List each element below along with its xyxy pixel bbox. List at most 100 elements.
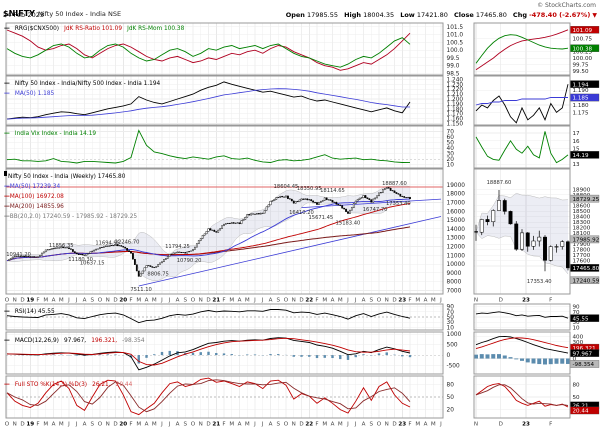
svg-text:12000: 12000 <box>447 244 466 250</box>
svg-text:D: D <box>206 422 210 428</box>
svg-text:F: F <box>36 422 39 428</box>
svg-text:1.200: 1.200 <box>447 97 464 103</box>
svg-text:M: M <box>136 422 141 428</box>
low-value: 17421.80 <box>416 11 448 19</box>
svg-text:A: A <box>83 422 87 428</box>
svg-text:60: 60 <box>447 135 455 141</box>
svg-text:18100: 18100 <box>573 231 591 237</box>
svg-text:16747.70: 16747.70 <box>363 207 388 213</box>
svg-text:9000: 9000 <box>447 271 462 277</box>
svg-text:N: N <box>292 422 296 428</box>
svg-text:18350.95: 18350.95 <box>297 186 322 192</box>
svg-text:A: A <box>331 422 335 428</box>
svg-text:500: 500 <box>447 343 458 349</box>
svg-text:J: J <box>253 422 256 428</box>
svg-text:17353.40: 17353.40 <box>527 279 552 285</box>
svg-text:D: D <box>299 422 303 428</box>
svg-text:O: O <box>284 298 289 304</box>
svg-text:M: M <box>338 298 343 304</box>
svg-text:10: 10 <box>447 325 455 331</box>
svg-text:S: S <box>369 298 373 304</box>
svg-text:1.180: 1.180 <box>447 107 464 113</box>
svg-text:7000: 7000 <box>447 288 462 294</box>
svg-text:100.0: 100.0 <box>447 48 464 54</box>
svg-text:N: N <box>13 422 17 428</box>
svg-text:19: 19 <box>26 298 34 304</box>
svg-text:J: J <box>75 422 78 428</box>
svg-text:100.38: 100.38 <box>573 46 593 52</box>
svg-text:A: A <box>362 298 366 304</box>
svg-text:S: S <box>183 422 187 428</box>
svg-text:F: F <box>549 422 552 428</box>
svg-text:1.170: 1.170 <box>447 112 464 118</box>
svg-text:8806.75: 8806.75 <box>147 272 168 278</box>
svg-text:70: 70 <box>573 310 581 316</box>
svg-text:21: 21 <box>212 298 220 304</box>
svg-text:19: 19 <box>26 422 34 428</box>
stockcharts-copyright-link[interactable]: © StockCharts.com <box>537 2 596 9</box>
svg-text:15671.45: 15671.45 <box>308 215 333 221</box>
svg-text:20.44: 20.44 <box>573 409 589 415</box>
svg-text:1.180: 1.180 <box>573 103 589 109</box>
svg-text:17240.59: 17240.59 <box>573 278 600 284</box>
svg-text:1.190: 1.190 <box>573 88 589 94</box>
svg-text:O: O <box>5 298 10 304</box>
svg-text:1.190: 1.190 <box>447 102 464 108</box>
svg-text:18114.65: 18114.65 <box>320 188 345 194</box>
svg-text:M: M <box>152 298 157 304</box>
svg-text:D: D <box>20 298 24 304</box>
svg-text:45.55: 45.55 <box>573 316 589 322</box>
svg-text:J: J <box>346 422 349 428</box>
svg-text:10: 10 <box>447 163 455 169</box>
svg-text:13: 13 <box>573 162 581 168</box>
svg-text:100.5: 100.5 <box>447 40 464 46</box>
svg-text:A: A <box>52 298 56 304</box>
svg-text:A: A <box>269 298 273 304</box>
svg-text:101.0: 101.0 <box>447 33 464 39</box>
svg-text:16000: 16000 <box>447 209 466 215</box>
high-label: High <box>344 11 362 19</box>
symbol: $NIFTY <box>3 9 35 18</box>
svg-text:F: F <box>222 298 225 304</box>
svg-text:20: 20 <box>119 422 127 428</box>
svg-text:F: F <box>549 298 552 304</box>
svg-text:50: 50 <box>447 141 455 147</box>
svg-text:18729.25: 18729.25 <box>573 197 600 203</box>
svg-text:M: M <box>136 298 141 304</box>
svg-text:D: D <box>499 422 503 428</box>
svg-text:99.75: 99.75 <box>573 63 589 69</box>
svg-text:F: F <box>129 298 132 304</box>
svg-text:M: M <box>245 422 250 428</box>
svg-text:J: J <box>261 422 264 428</box>
svg-text:A: A <box>238 422 242 428</box>
svg-text:23: 23 <box>522 298 530 304</box>
svg-text:17465.80: 17465.80 <box>573 266 600 272</box>
svg-text:17353.40: 17353.40 <box>386 201 411 207</box>
open-value: 17985.55 <box>306 11 338 19</box>
svg-text:18000: 18000 <box>447 192 466 198</box>
svg-text:J: J <box>67 422 70 428</box>
svg-text:J: J <box>354 298 357 304</box>
svg-text:N: N <box>106 298 110 304</box>
svg-text:O: O <box>377 298 382 304</box>
svg-text:A: A <box>331 298 335 304</box>
svg-text:N: N <box>385 298 389 304</box>
svg-text:90: 90 <box>573 305 581 311</box>
svg-text:14.19: 14.19 <box>573 153 589 159</box>
svg-text:10: 10 <box>573 325 581 331</box>
svg-text:M: M <box>245 298 250 304</box>
svg-text:M: M <box>229 422 234 428</box>
svg-text:F: F <box>408 422 411 428</box>
svg-text:16: 16 <box>573 139 581 145</box>
svg-text:A: A <box>83 298 87 304</box>
svg-text:N: N <box>199 298 203 304</box>
svg-text:S: S <box>90 422 94 428</box>
svg-text:D: D <box>113 298 117 304</box>
svg-text:1.175: 1.175 <box>573 110 589 116</box>
svg-text:18200: 18200 <box>573 226 591 232</box>
svg-text:M: M <box>338 422 343 428</box>
close-label: Close <box>454 11 474 19</box>
chg-dropdown-icon[interactable]: ▼ <box>592 12 597 19</box>
header-row-1: $NIFTY Nifty 50 Index - India NSE <box>3 1 121 20</box>
